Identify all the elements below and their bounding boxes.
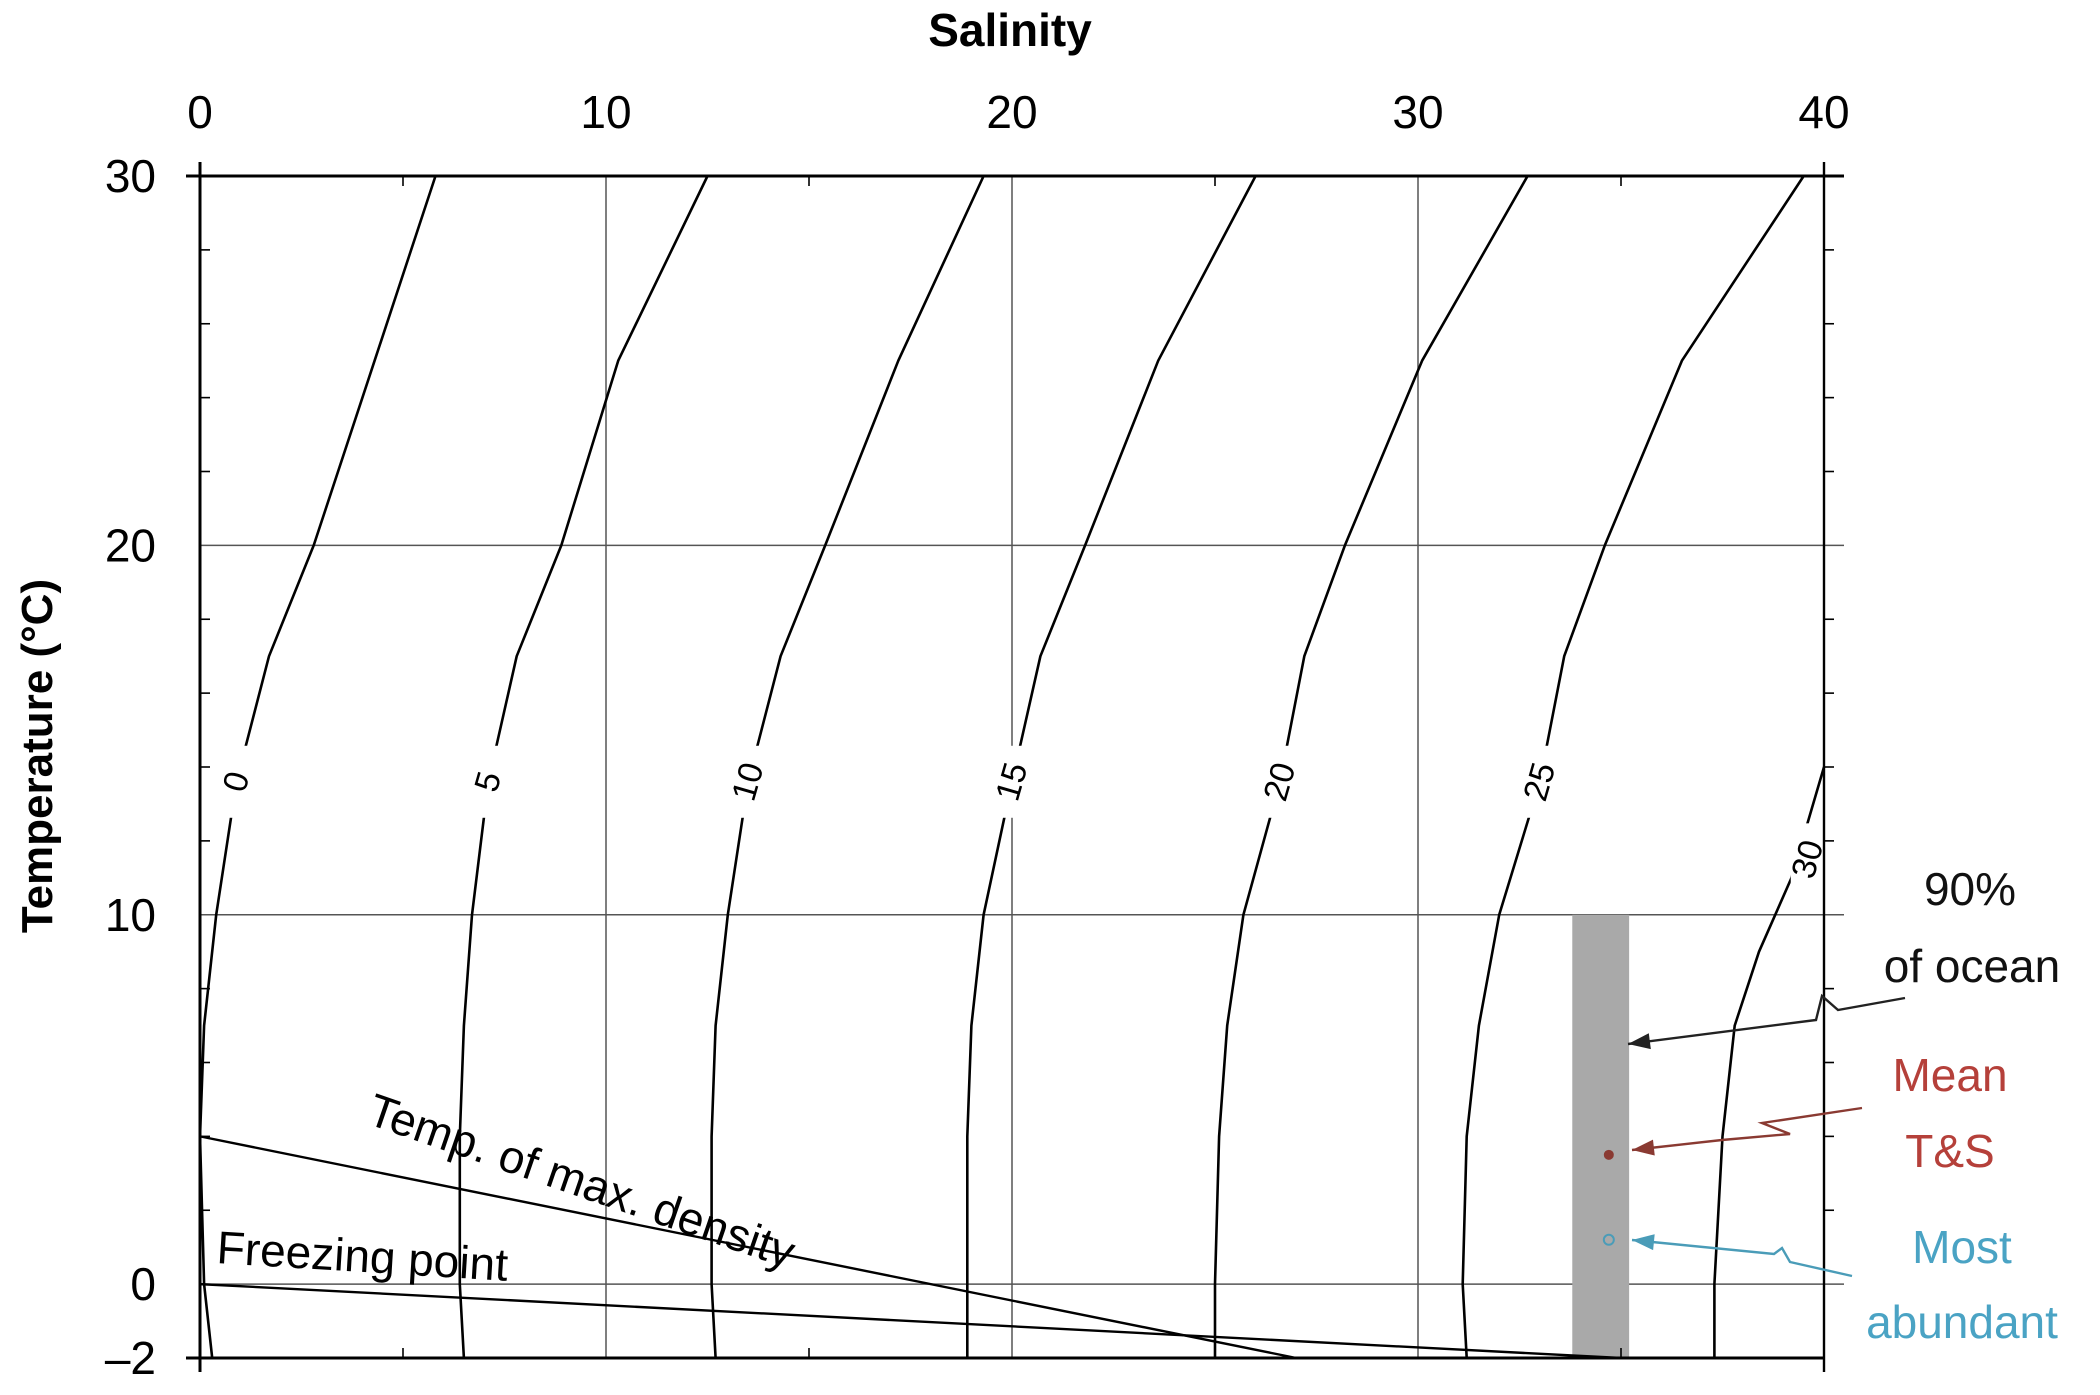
x-tick-label: 20	[986, 86, 1037, 138]
y-tick-label: 30	[105, 150, 156, 202]
mean-label-line2: T&S	[1905, 1125, 1994, 1177]
contour-label-bg	[219, 745, 254, 818]
contour-label-bg	[1522, 745, 1557, 818]
contour-label-bg	[995, 745, 1029, 818]
x-tick-label: 40	[1798, 86, 1849, 138]
abundant-label-line1: Most	[1912, 1221, 2012, 1273]
density-contour-10	[710, 175, 985, 1359]
x-axis-title: Salinity	[928, 4, 1092, 56]
most-abundant-arrow	[1631, 1234, 1853, 1278]
max-density-line	[199, 1135, 1297, 1360]
x-tick-label: 30	[1392, 86, 1443, 138]
density-contour-15	[966, 175, 1257, 1358]
series-lines	[199, 1135, 1622, 1360]
ocean-range-arrow	[1627, 993, 1906, 1050]
annotations: 90% of ocean Mean T&S Most abundant	[1602, 863, 2060, 1348]
density-contour-25	[1461, 175, 1805, 1359]
ocean-label-line2: of ocean	[1884, 940, 2060, 992]
contour-label-bg	[1262, 745, 1297, 818]
mean-ts-arrow	[1631, 1106, 1863, 1156]
y-tick-label: 0	[130, 1258, 156, 1310]
tick-labels: 0 10 20 30 40 30 20 10 0 –2	[105, 86, 1850, 1384]
ocean-label-line1: 90%	[1924, 863, 2016, 915]
contour-label-bg	[731, 745, 766, 818]
density-contour-20	[1213, 175, 1529, 1358]
x-tick-label: 10	[580, 86, 631, 138]
contour-label-bg	[471, 745, 506, 818]
most-abundant-point	[1602, 1233, 1615, 1246]
mean-ts-point	[1603, 1149, 1614, 1160]
y-tick-label: 10	[105, 889, 156, 941]
freezing-point-label: Freezing point	[215, 1221, 509, 1291]
x-tick-label: 0	[187, 86, 213, 138]
y-axis-title: Temperature (°C)	[13, 579, 62, 933]
density-contour-5	[458, 175, 709, 1359]
ocean-range-layer	[1572, 914, 1630, 1358]
y-tick-label: 20	[105, 519, 156, 571]
y-tick-label: –2	[105, 1332, 156, 1384]
plot-frame	[186, 162, 1844, 1372]
mean-label-line1: Mean	[1892, 1049, 2007, 1101]
contour-label-bg	[1790, 823, 1825, 896]
abundant-label-line2: abundant	[1866, 1296, 2058, 1348]
freezing-point-line	[199, 1282, 1622, 1360]
ocean-range-band	[1572, 914, 1630, 1358]
